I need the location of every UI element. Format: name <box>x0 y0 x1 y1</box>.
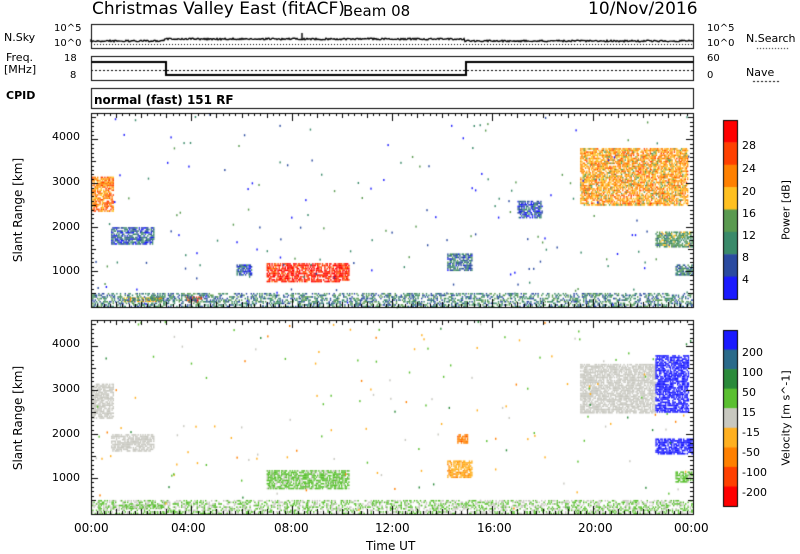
power-cbar-tick-20: 20 <box>742 185 756 198</box>
velocity-cbar-tick-minus50: -50 <box>742 446 760 459</box>
power-cbar-tick-4: 4 <box>742 273 749 286</box>
velocity-ylabel: Slant Range [km] <box>11 365 25 471</box>
noise-tick-high-left: 10^5 <box>54 23 82 34</box>
cpid-value: normal (fast) 151 RF <box>94 93 234 107</box>
xtick-1600: 16:00 <box>477 521 512 535</box>
velocity-cbar-tick-50: 50 <box>742 386 756 399</box>
velocity-ytick-4000: 4000 <box>52 337 80 350</box>
power-cbar-tick-8: 8 <box>742 251 749 264</box>
power-ylabel: Slant Range [km] <box>11 157 25 263</box>
nave-label: Nave <box>746 66 775 79</box>
freq-tick-high: 18 <box>64 53 77 64</box>
station-title: Christmas Valley East (fitACF) <box>92 0 345 19</box>
velocity-ytick-2000: 2000 <box>52 427 80 440</box>
velocity-cbar-tick-15: 15 <box>742 406 756 419</box>
velocity-cbar-tick-minus200: -200 <box>742 486 767 499</box>
xtick-0000-end: 00:00 <box>674 521 709 535</box>
power-cbar-tick-12: 12 <box>742 229 756 242</box>
freq-tick-low: 8 <box>70 70 77 81</box>
velocity-cbar-tick-200: 200 <box>742 346 763 359</box>
nsky-label: N.Sky <box>4 31 36 44</box>
xtick-0400: 04:00 <box>171 521 206 535</box>
xtick-2000: 20:00 <box>578 521 613 535</box>
velocity-cbar-label: Velocity [m s^-1] <box>779 370 793 466</box>
freq-label-line1: Freq. <box>6 51 34 64</box>
xtick-0800: 08:00 <box>274 521 309 535</box>
xtick-1200: 12:00 <box>375 521 410 535</box>
power-cbar-tick-24: 24 <box>742 162 756 175</box>
velocity-ytick-3000: 3000 <box>52 382 80 395</box>
noise-tick-high-right: 10^5 <box>707 23 735 34</box>
date-label: 10/Nov/2016 <box>588 0 698 19</box>
beam-label: Beam 08 <box>343 2 411 20</box>
power-ytick-1000: 1000 <box>52 264 80 277</box>
nave-tick-low: 0 <box>707 70 714 81</box>
cpid-label: CPID <box>6 89 36 102</box>
noise-tick-low-left: 10^0 <box>54 38 82 49</box>
power-ytick-4000: 4000 <box>52 130 80 143</box>
velocity-cbar-tick-minus100: -100 <box>742 466 767 479</box>
power-ytick-2000: 2000 <box>52 220 80 233</box>
nave-tick-high: 60 <box>707 53 720 64</box>
noise-tick-low-right: 10^0 <box>707 38 735 49</box>
power-cbar-tick-28: 28 <box>742 139 756 152</box>
power-cbar-label: Power [dB] <box>779 180 793 240</box>
velocity-ytick-1000: 1000 <box>52 471 80 484</box>
xlabel-time-ut: Time UT <box>366 539 416 553</box>
power-cbar-tick-16: 16 <box>742 207 756 220</box>
velocity-cbar-tick-minus15: -15 <box>742 426 760 439</box>
power-ytick-3000: 3000 <box>52 175 80 188</box>
velocity-cbar-tick-100: 100 <box>742 366 763 379</box>
freq-label-line2: [MHz] <box>4 63 37 76</box>
xtick-0000: 00:00 <box>74 521 109 535</box>
nsearch-label: N.Search <box>746 32 796 45</box>
